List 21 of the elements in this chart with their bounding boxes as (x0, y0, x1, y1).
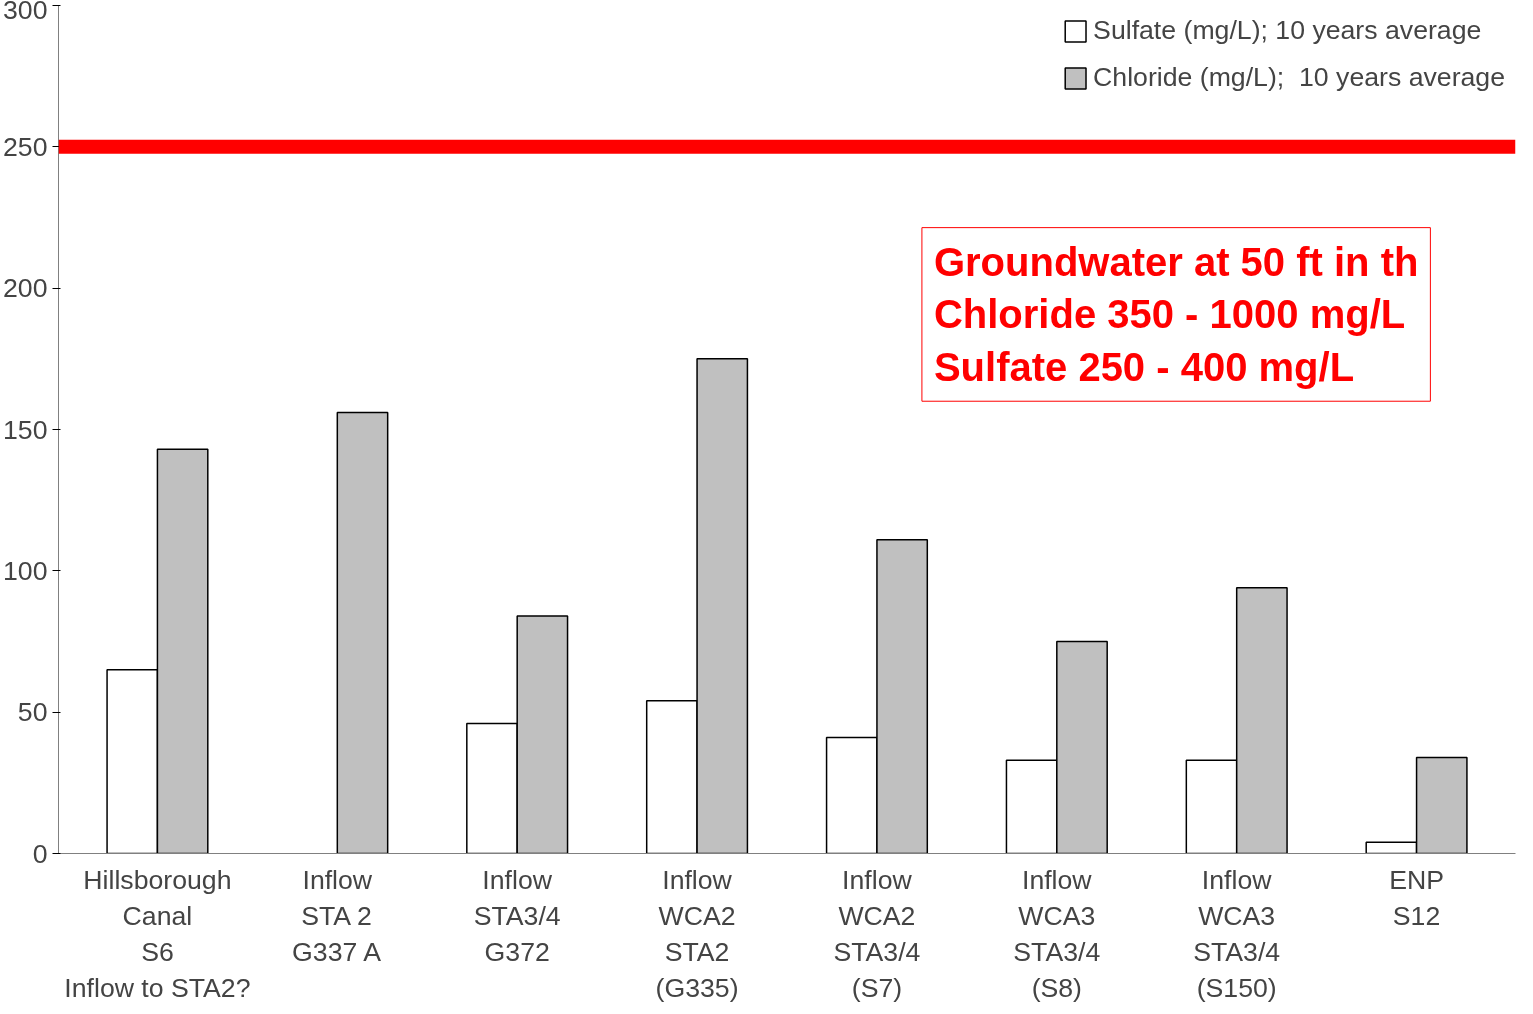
annotation: Chloride 350 - 1000 mg/L (933, 292, 1406, 337)
x-tick-label: Inflow STA 2 G337 A (292, 864, 382, 967)
legend-label: Chloride (mg/L); 10 years average (1093, 62, 1505, 93)
y-tick-label: 100 (3, 555, 48, 586)
y-tick-label: 150 (3, 414, 48, 445)
annotation: Groundwater at 50 ft in th (933, 239, 1419, 284)
x-tick-label: Inflow WCA3 STA3/4 (S150) (1193, 864, 1281, 1003)
legend-label: Sulfate (mg/L); 10 years average (1093, 15, 1482, 46)
y-tick-label: 300 (3, 0, 48, 25)
x-tick-label: Inflow STA3/4 G372 (473, 864, 561, 967)
x-tick-label: Inflow WCA2 STA3/4 (S7) (833, 864, 921, 1003)
y-tick-label: 250 (3, 131, 48, 162)
bar (336, 411, 389, 854)
annotation: Sulfate 250 - 400 mg/L (933, 345, 1355, 390)
x-tick-label: Hillsborough Canal S6 Inflow to STA2? (64, 864, 251, 1003)
y-tick-label: 50 (17, 697, 48, 728)
x-tick-label: ENP S12 (1389, 864, 1444, 931)
x-tick-label: Inflow WCA3 STA3/4 (S8) (1013, 864, 1101, 1003)
y-tick-label: 200 (3, 273, 48, 304)
x-tick-label: Inflow WCA2 STA2 (G335) (655, 864, 739, 1003)
y-tick-label: 0 (32, 838, 48, 869)
